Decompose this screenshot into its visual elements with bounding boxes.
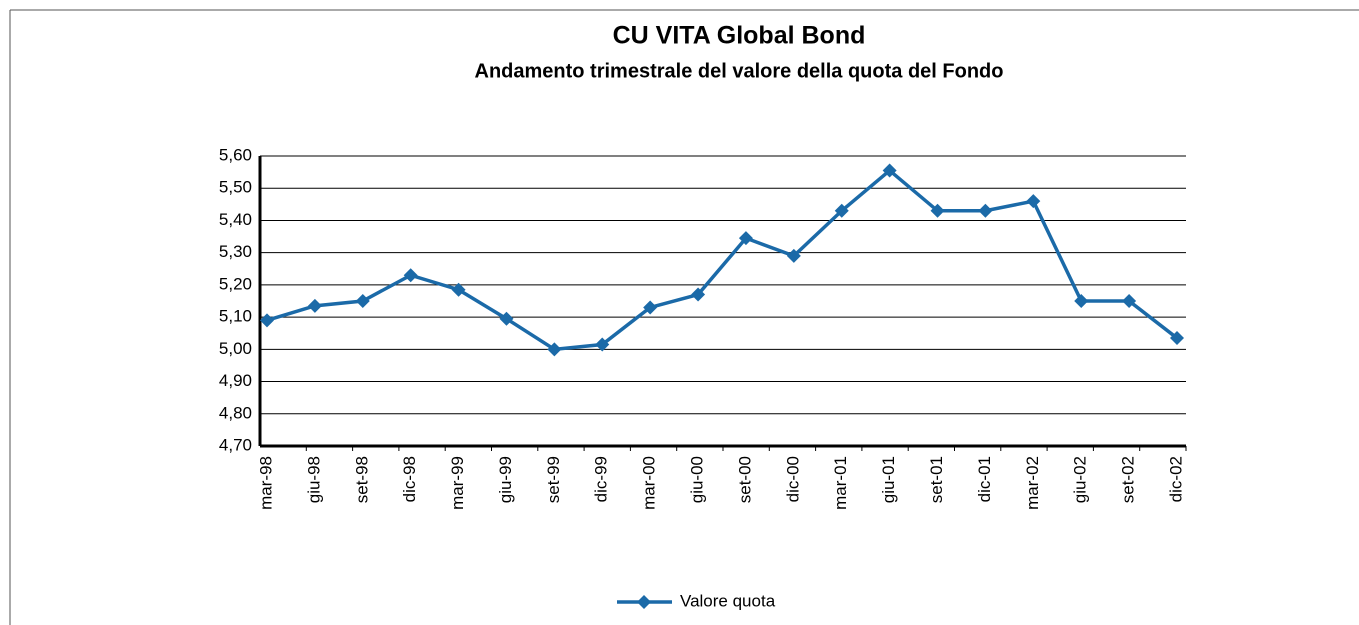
point-marker xyxy=(1122,294,1137,308)
x-tick-label: set-00 xyxy=(735,456,754,503)
point-marker xyxy=(595,337,610,352)
point-marker xyxy=(738,231,753,246)
y-tick-label: 4,70 xyxy=(219,435,252,454)
point-marker xyxy=(834,203,849,218)
x-tick-label: giu-01 xyxy=(879,456,898,503)
point-marker xyxy=(1026,194,1041,209)
y-tick-label: 5,30 xyxy=(219,242,252,261)
point-marker xyxy=(1170,331,1184,346)
point-marker xyxy=(547,342,562,357)
legend-label: Valore quota xyxy=(680,591,776,610)
y-tick-label: 5,40 xyxy=(219,210,252,229)
y-tick-label: 5,10 xyxy=(219,307,252,326)
point-marker xyxy=(786,248,801,263)
x-tick-label: giu-00 xyxy=(688,456,707,503)
x-tick-label: mar-01 xyxy=(831,456,850,510)
x-tick-label: dic-98 xyxy=(400,456,419,502)
y-tick-label: 4,80 xyxy=(219,403,252,422)
point-marker xyxy=(643,300,658,315)
x-tick-label: set-98 xyxy=(352,456,371,503)
point-marker xyxy=(691,287,706,302)
y-tick-label: 5,00 xyxy=(219,339,252,358)
point-marker xyxy=(499,311,514,326)
x-tick-label: mar-02 xyxy=(1023,456,1042,510)
point-marker xyxy=(403,268,418,283)
x-tick-label: mar-00 xyxy=(640,456,659,510)
point-marker xyxy=(978,203,993,218)
y-tick-label: 4,90 xyxy=(219,371,252,390)
legend-marker xyxy=(637,595,651,609)
chart-subtitle: Andamento trimestrale del valore della q… xyxy=(475,60,1004,82)
x-tick-label: set-02 xyxy=(1119,456,1138,503)
point-marker xyxy=(930,203,945,218)
x-tick-label: mar-99 xyxy=(448,456,467,510)
chart-title: CU VITA Global Bond xyxy=(613,22,866,50)
x-tick-label: giu-98 xyxy=(304,456,323,503)
x-tick-label: set-01 xyxy=(927,456,946,503)
point-marker xyxy=(307,298,322,313)
y-tick-label: 5,60 xyxy=(219,145,252,164)
series-line xyxy=(266,168,1179,352)
x-tick-label: dic-02 xyxy=(1166,456,1185,502)
y-tick-label: 5,20 xyxy=(219,274,252,293)
point-marker xyxy=(882,163,897,178)
x-tick-label: set-99 xyxy=(544,456,563,503)
x-tick-label: mar-98 xyxy=(256,456,275,510)
x-tick-label: giu-99 xyxy=(496,456,515,503)
x-tick-label: dic-99 xyxy=(592,456,611,502)
x-tick-label: dic-00 xyxy=(783,456,802,502)
point-marker xyxy=(260,313,274,328)
x-tick-label: dic-01 xyxy=(975,456,994,502)
point-marker xyxy=(1074,294,1089,308)
point-marker xyxy=(355,294,370,308)
y-tick-label: 5,50 xyxy=(219,178,252,197)
x-tick-label: giu-02 xyxy=(1071,456,1090,503)
point-marker xyxy=(451,282,466,297)
